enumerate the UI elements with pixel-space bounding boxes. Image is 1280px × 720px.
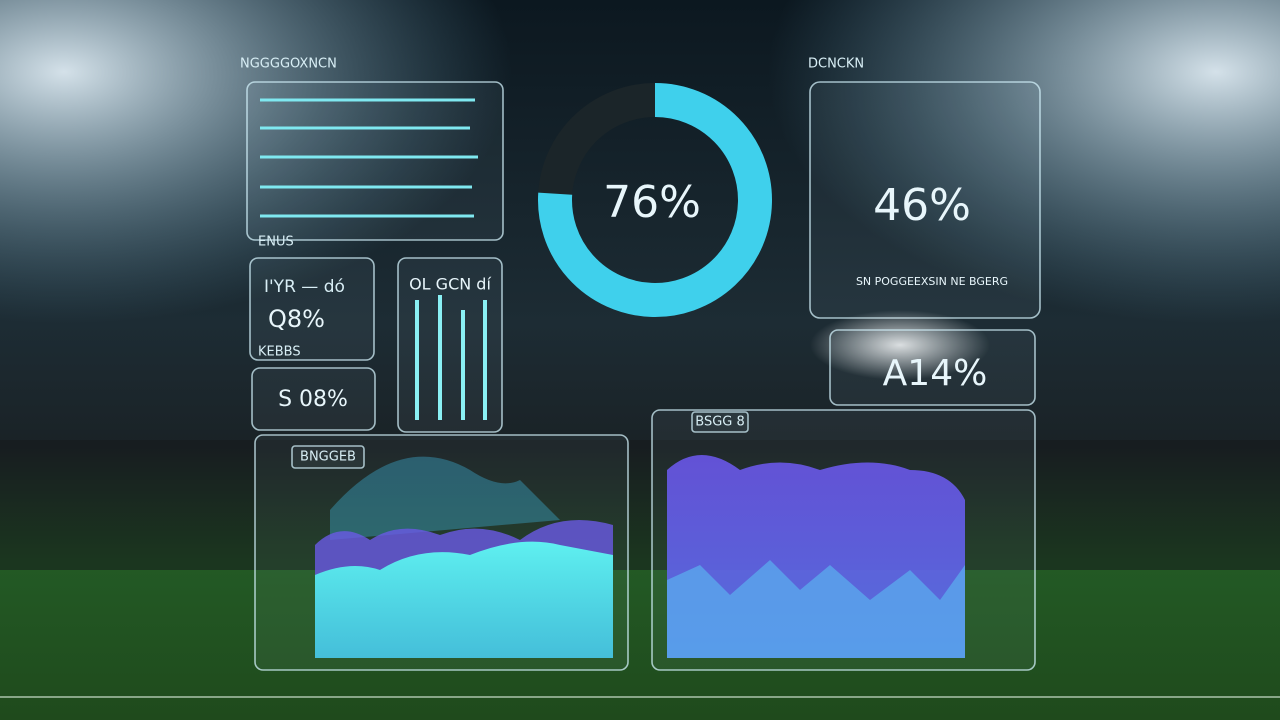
donut-arc [538, 83, 772, 317]
panel [829, 329, 1036, 406]
bars-heading: OL GCN dí [409, 275, 491, 294]
card-heading: I'YR — dó [264, 277, 345, 297]
chart-tag: BNGGEB [300, 450, 356, 465]
section-label: ENUS [258, 235, 294, 250]
bar-lines [260, 98, 478, 218]
glow-value: A14% [883, 353, 988, 394]
area [667, 560, 965, 658]
crowd [0, 440, 1280, 570]
area [330, 456, 560, 540]
panel-title: DCNCKN [808, 57, 864, 72]
panel [251, 367, 376, 431]
tag [291, 445, 365, 469]
stat-value: 46% [873, 180, 971, 231]
card-value: S 08% [278, 387, 348, 412]
panel [397, 257, 503, 433]
vertical-bars [415, 295, 487, 420]
card-footer: KEBBS [258, 345, 301, 360]
area [315, 541, 613, 658]
stat-caption: SN POGGEEXSIN NE BGERG [856, 275, 1008, 288]
panel [249, 257, 375, 361]
card-value: Q8% [268, 305, 325, 333]
panel-title: NGGGGOXNCN [240, 57, 337, 72]
chart-tag: BSGG 8 [695, 415, 745, 430]
glow [810, 310, 990, 380]
panel [246, 81, 504, 241]
donut-label: 76% [603, 177, 701, 228]
tag [691, 411, 749, 433]
